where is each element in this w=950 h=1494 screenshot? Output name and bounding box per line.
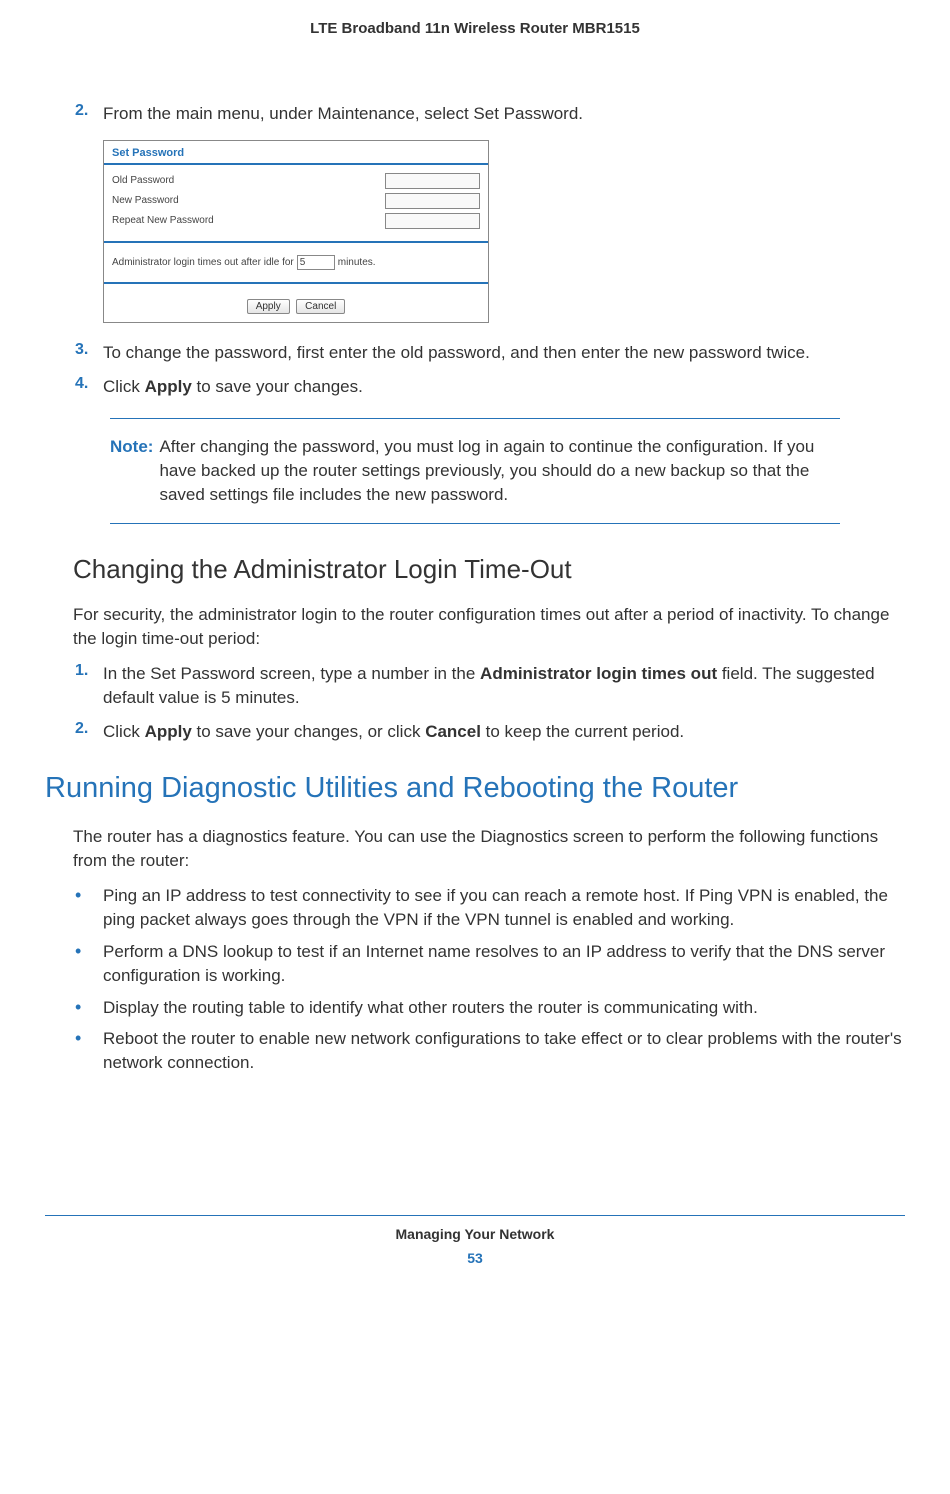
step4-prefix: Click — [103, 377, 145, 396]
step-number: 4. — [75, 375, 103, 399]
bullet-icon: • — [75, 940, 103, 988]
repeat-password-row: Repeat New Password — [112, 213, 480, 229]
screenshot-buttons: Apply Cancel — [104, 290, 488, 322]
step-number: 1. — [75, 662, 103, 710]
step4-suffix: to save your changes. — [192, 377, 363, 396]
step-2: 2. From the main menu, under Maintenance… — [75, 102, 905, 126]
s1s2-p2: to save your changes, or click — [192, 722, 425, 741]
screenshot-divider-1 — [104, 241, 488, 243]
timeout-input: 5 — [297, 255, 335, 270]
screenshot-body: Old Password New Password Repeat New Pas… — [104, 165, 488, 235]
bullet-1: • Ping an IP address to test connectivit… — [75, 884, 905, 932]
step-text: In the Set Password screen, type a numbe… — [103, 662, 905, 710]
screenshot-title: Set Password — [104, 141, 488, 165]
timeout-prefix: Administrator login times out after idle… — [112, 257, 294, 268]
note-inner: Note: After changing the password, you m… — [110, 435, 840, 506]
step-4: 4. Click Apply to save your changes. — [75, 375, 905, 399]
s1s1-p1: In the Set Password screen, type a numbe… — [103, 664, 480, 683]
step4-bold: Apply — [145, 377, 192, 396]
s1s2-p1: Click — [103, 722, 145, 741]
old-password-field — [385, 173, 480, 189]
step-number: 2. — [75, 102, 103, 126]
bullet-text: Reboot the router to enable new network … — [103, 1027, 905, 1075]
step-text: Click Apply to save your changes, or cli… — [103, 720, 905, 744]
step-3: 3. To change the password, first enter t… — [75, 341, 905, 365]
section-heading-timeout: Changing the Administrator Login Time-Ou… — [73, 554, 905, 585]
bullet-icon: • — [75, 884, 103, 932]
bullet-2: • Perform a DNS lookup to test if an Int… — [75, 940, 905, 988]
s1s2-b1: Apply — [145, 722, 192, 741]
note-label: Note: — [110, 435, 153, 506]
repeat-password-field — [385, 213, 480, 229]
s1s2-b2: Cancel — [425, 722, 481, 741]
step-text: Click Apply to save your changes. — [103, 375, 905, 399]
old-password-label: Old Password — [112, 175, 385, 186]
new-password-row: New Password — [112, 193, 480, 209]
new-password-field — [385, 193, 480, 209]
step-number: 3. — [75, 341, 103, 365]
new-password-label: New Password — [112, 195, 385, 206]
section1-intro: For security, the administrator login to… — [73, 603, 905, 651]
s1-step-2: 2. Click Apply to save your changes, or … — [75, 720, 905, 744]
s1s2-p3: to keep the current period. — [481, 722, 684, 741]
footer-page-number: 53 — [45, 1250, 905, 1266]
page-footer: Managing Your Network 53 — [45, 1215, 905, 1266]
apply-button: Apply — [247, 299, 290, 314]
step-text: To change the password, first enter the … — [103, 341, 905, 365]
bullet-icon: • — [75, 996, 103, 1020]
s1-step-1: 1. In the Set Password screen, type a nu… — [75, 662, 905, 710]
step-text: From the main menu, under Maintenance, s… — [103, 102, 905, 126]
repeat-password-label: Repeat New Password — [112, 215, 385, 226]
bullet-text: Ping an IP address to test connectivity … — [103, 884, 905, 932]
footer-chapter: Managing Your Network — [45, 1226, 905, 1242]
bullet-text: Display the routing table to identify wh… — [103, 996, 905, 1020]
cancel-button: Cancel — [296, 299, 345, 314]
note-text: After changing the password, you must lo… — [159, 435, 840, 506]
section-heading-diagnostics: Running Diagnostic Utilities and Rebooti… — [45, 772, 905, 805]
section2-intro: The router has a diagnostics feature. Yo… — [73, 825, 905, 873]
timeout-suffix: minutes. — [338, 257, 376, 268]
old-password-row: Old Password — [112, 173, 480, 189]
bullet-text: Perform a DNS lookup to test if an Inter… — [103, 940, 905, 988]
bullet-icon: • — [75, 1027, 103, 1075]
bullet-3: • Display the routing table to identify … — [75, 996, 905, 1020]
note-block: Note: After changing the password, you m… — [110, 418, 840, 523]
timeout-row: Administrator login times out after idle… — [104, 249, 488, 276]
step-number: 2. — [75, 720, 103, 744]
set-password-screenshot: Set Password Old Password New Password R… — [103, 140, 489, 323]
s1s1-bold: Administrator login times out — [480, 664, 717, 683]
page-header: LTE Broadband 11n Wireless Router MBR151… — [45, 20, 905, 37]
bullet-4: • Reboot the router to enable new networ… — [75, 1027, 905, 1075]
screenshot-divider-2 — [104, 282, 488, 284]
